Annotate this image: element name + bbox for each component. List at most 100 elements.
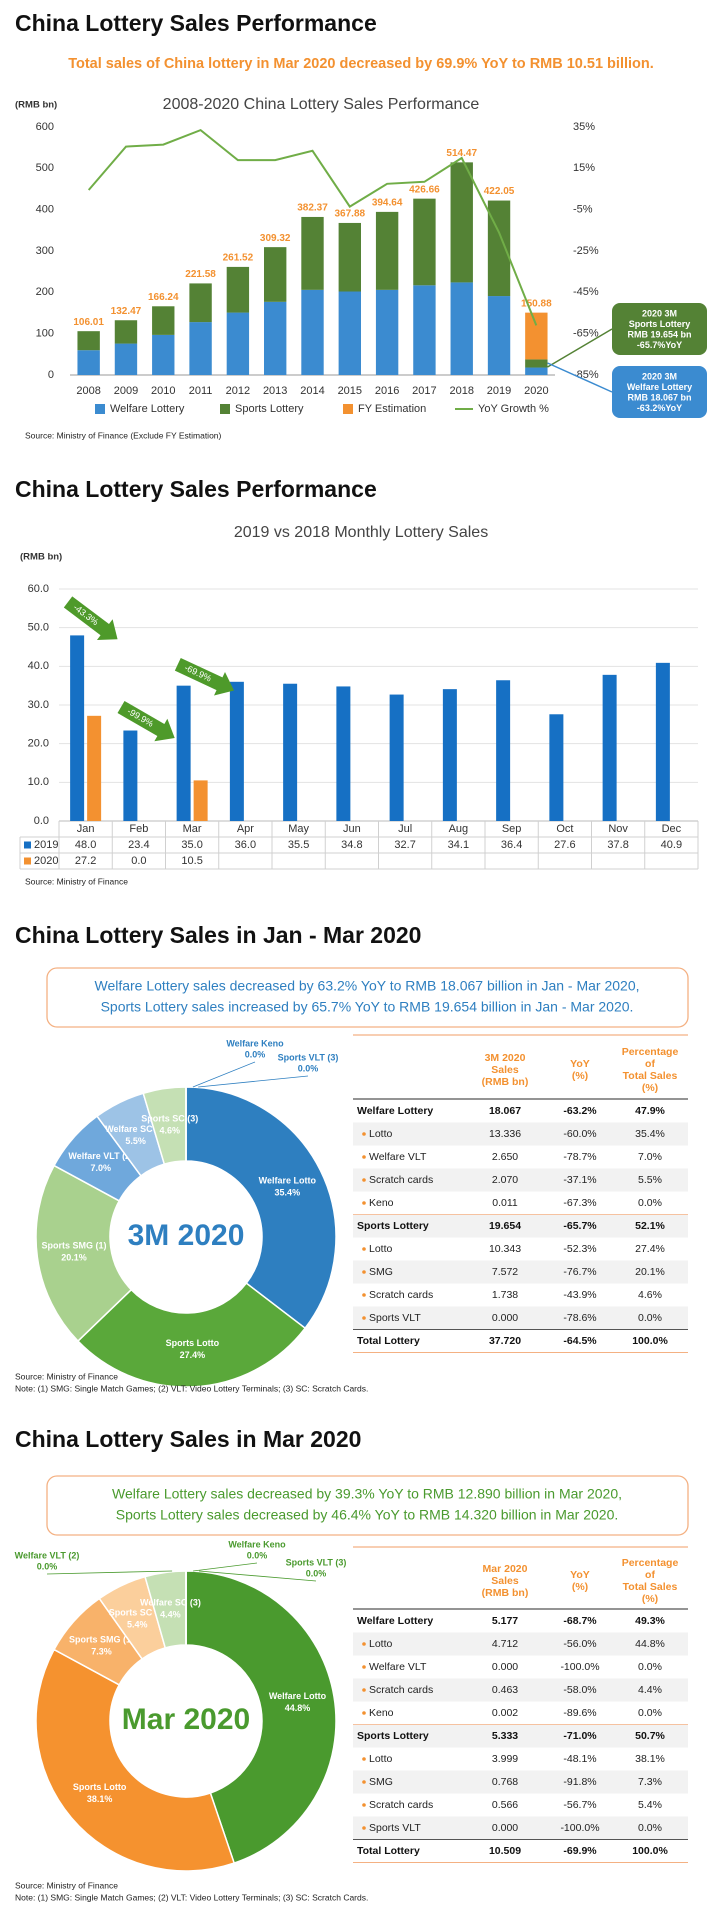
table-header: Sales: [491, 1575, 519, 1587]
data-table-value: 36.4: [501, 839, 522, 851]
y-tick-label: 0: [48, 369, 54, 381]
slice-label: Sports Lotto: [73, 1782, 127, 1792]
table-cell: -58.0%: [563, 1684, 596, 1696]
table-cell: Welfare VLT: [369, 1661, 427, 1673]
bullet: [362, 1803, 366, 1807]
y-tick-label: 30.0: [28, 699, 49, 711]
leader-line: [46, 1570, 173, 1575]
table-cell: 0.0%: [638, 1822, 662, 1834]
bar: [413, 198, 436, 286]
bar: [283, 683, 298, 821]
slice-value: 27.4%: [180, 1350, 206, 1360]
table-cell: -78.7%: [563, 1151, 596, 1163]
data-table-value: 35.5: [288, 839, 309, 851]
y-tick-label: 50.0: [28, 622, 49, 634]
x-tick-label: Aug: [449, 823, 469, 835]
table-cell: Total Lottery: [357, 1845, 420, 1857]
table-header: 3M 2020: [485, 1052, 526, 1064]
legend-swatch: [24, 857, 31, 865]
bullet: [362, 1665, 366, 1669]
table-cell: Lotto: [369, 1128, 393, 1140]
bar: [389, 694, 404, 821]
section-heading: China Lottery Sales Performance: [15, 10, 377, 36]
x-tick-label: 2019: [487, 385, 511, 397]
x-tick-label: 2020: [524, 385, 548, 397]
table-cell: 0.000: [492, 1312, 518, 1324]
bar: [226, 312, 250, 375]
table-cell: Total Lottery: [357, 1335, 420, 1347]
bar: [413, 285, 436, 375]
bar: [301, 289, 324, 375]
table-header: Sales: [491, 1064, 519, 1076]
total-label: 166.24: [148, 292, 179, 303]
table-cell: 4.712: [492, 1638, 518, 1650]
table-cell: 5.333: [492, 1730, 518, 1742]
table-cell: 7.0%: [638, 1151, 662, 1163]
callout-text: Welfare Lottery: [627, 382, 692, 392]
table-cell: 5.5%: [638, 1174, 662, 1186]
x-tick-label: Mar: [183, 823, 202, 835]
y2-tick-label: -85%: [573, 369, 599, 381]
total-label: 309.32: [260, 233, 291, 244]
table-cell: 0.463: [492, 1684, 518, 1696]
data-table-value: 34.1: [448, 839, 469, 851]
bullet: [362, 1316, 366, 1320]
legend-swatch: [343, 404, 353, 414]
table-header: YoY: [570, 1058, 590, 1070]
bar: [193, 780, 208, 821]
slice-label: Sports SC (3): [109, 1607, 166, 1617]
bar: [77, 331, 100, 351]
leader-line: [198, 1570, 317, 1582]
y-tick-label: 500: [36, 162, 54, 174]
y-tick-label: 60.0: [28, 583, 49, 595]
bar: [229, 681, 244, 821]
callout-text: 2020 3M: [642, 371, 677, 381]
row-shade: [353, 1816, 688, 1840]
table-header: of: [645, 1569, 655, 1581]
x-tick-label: Oct: [556, 823, 573, 835]
table-cell: -64.5%: [563, 1335, 597, 1347]
bullet: [362, 1201, 366, 1205]
y-tick-label: 300: [36, 245, 54, 257]
total-label: 394.64: [372, 198, 403, 209]
bar: [114, 343, 138, 375]
bar: [525, 359, 548, 368]
y-tick-label: 20.0: [28, 738, 49, 750]
slice-label: Sports SMG (1): [69, 1634, 134, 1644]
total-label: 132.47: [111, 306, 142, 317]
y-tick-label: 0.0: [34, 815, 49, 827]
bar: [450, 162, 473, 283]
table-cell: 1.738: [492, 1289, 518, 1301]
x-tick-label: Jan: [77, 823, 95, 835]
table-cell: Scratch cards: [369, 1799, 433, 1811]
slice-label: Welfare Keno: [228, 1539, 286, 1549]
data-table-value: 36.0: [235, 839, 256, 851]
note: Note: (1) SMG: Single Match Games; (2) V…: [15, 1383, 368, 1393]
table-cell: Scratch cards: [369, 1684, 433, 1696]
data-table-value: 10.5: [181, 855, 202, 867]
data-table-value: 48.0: [75, 839, 96, 851]
bullet: [362, 1293, 366, 1297]
row-shade: [353, 1168, 688, 1192]
legend-label: 2019: [34, 839, 58, 851]
bullet: [362, 1155, 366, 1159]
x-tick-label: 2010: [151, 385, 175, 397]
bullet: [362, 1826, 366, 1830]
pie-slice: [185, 1086, 337, 1330]
bar: [264, 247, 287, 302]
callout-connector: [547, 362, 613, 393]
slice-value: 35.4%: [275, 1187, 301, 1197]
legend-label: 2020: [34, 855, 58, 867]
table-header: (%): [642, 1082, 658, 1094]
x-tick-label: Feb: [129, 823, 148, 835]
table-cell: 19.654: [489, 1220, 521, 1232]
table-cell: -60.0%: [563, 1128, 596, 1140]
bar: [487, 296, 511, 375]
x-tick-label: 2012: [226, 385, 250, 397]
slice-label: Sports SC (3): [141, 1114, 198, 1124]
bar: [87, 715, 102, 821]
y2-tick-label: -45%: [573, 286, 599, 298]
row-shade: [353, 1260, 688, 1284]
data-table-value: 35.0: [181, 839, 202, 851]
table-cell: 3.999: [492, 1753, 518, 1765]
